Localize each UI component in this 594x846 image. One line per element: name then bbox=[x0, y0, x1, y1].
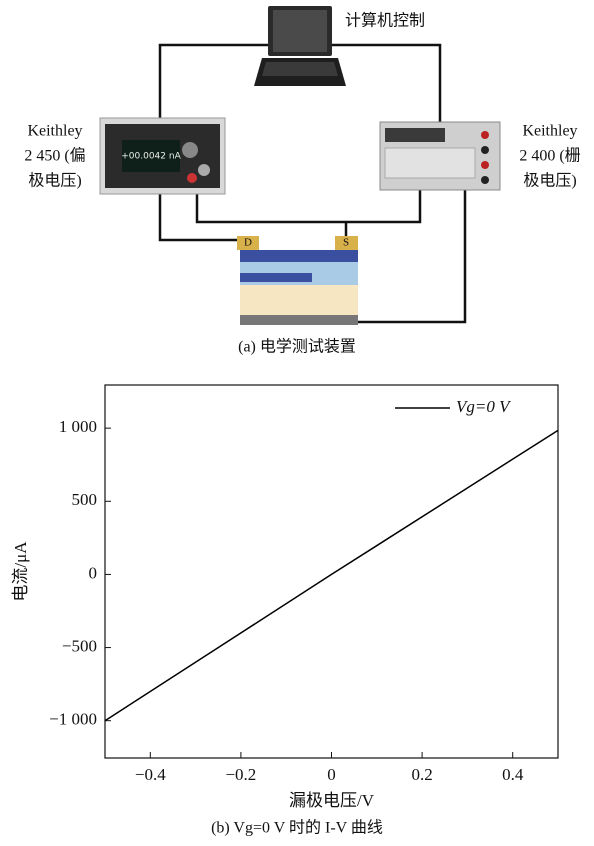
right-instrument bbox=[380, 122, 500, 190]
plot-frame bbox=[105, 385, 558, 758]
left-instrument: +00.0042 nA bbox=[100, 118, 225, 194]
figure: 计算机控制 +00.0042 nA Keithley 2 450 (偏 极电压)… bbox=[0, 0, 594, 846]
x-tick-label: −0.2 bbox=[225, 765, 256, 784]
x-tick-label: 0 bbox=[327, 765, 336, 784]
x-tick-label: 0.4 bbox=[502, 765, 524, 784]
left-label: 2 450 (偏 bbox=[24, 147, 85, 165]
right-label: 2 400 (栅 bbox=[519, 147, 580, 165]
data-line bbox=[105, 430, 558, 720]
y-tick-label: 500 bbox=[72, 490, 98, 509]
y-axis-label: 电流/μA bbox=[11, 541, 30, 602]
computer-label: 计算机控制 bbox=[345, 11, 425, 30]
drain-label: D bbox=[244, 237, 252, 249]
right-label: 极电压) bbox=[523, 172, 576, 190]
y-tick-label: −1 000 bbox=[49, 710, 97, 729]
caption: (b) Vg=0 V 时的 I-V 曲线 bbox=[211, 819, 383, 837]
left-label: Keithley bbox=[27, 123, 82, 140]
y-tick-label: 1 000 bbox=[59, 417, 97, 436]
x-tick-label: 0.2 bbox=[411, 765, 432, 784]
x-axis-label: 漏极电压/V bbox=[289, 791, 375, 810]
source-label: S bbox=[343, 237, 349, 249]
left-label: 极电压) bbox=[28, 172, 81, 190]
right-label: Keithley bbox=[522, 123, 577, 140]
y-tick-label: −500 bbox=[62, 636, 97, 655]
y-tick-label: 0 bbox=[89, 563, 98, 582]
caption: (a) 电学测试装置 bbox=[238, 338, 356, 356]
x-tick-label: −0.4 bbox=[135, 765, 166, 784]
legend-label: Vg=0 V bbox=[456, 397, 512, 416]
chart: −1 000 −500 0 500 1 000 −0.4 −0.2 0 0.2 0.4 漏极电压/V… bbox=[11, 385, 558, 837]
device bbox=[237, 236, 358, 325]
screen-text: +00.0042 nA bbox=[121, 152, 181, 162]
